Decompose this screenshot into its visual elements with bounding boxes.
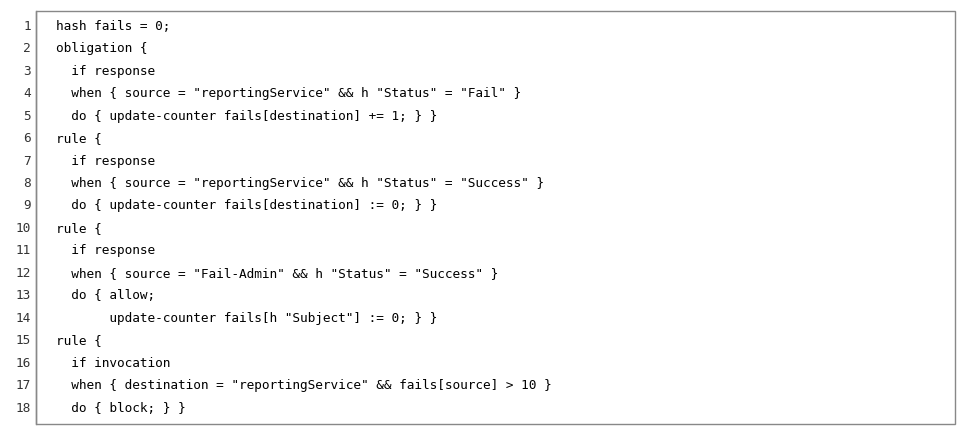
Text: 13: 13 (15, 289, 31, 302)
Text: hash fails = 0;: hash fails = 0; (56, 20, 170, 33)
Text: 16: 16 (15, 356, 31, 370)
Text: rule {: rule { (56, 132, 102, 145)
Text: 4: 4 (23, 87, 31, 100)
Text: 6: 6 (23, 132, 31, 145)
Text: 3: 3 (23, 64, 31, 78)
Text: do { update-counter fails[destination] += 1; } }: do { update-counter fails[destination] +… (56, 110, 437, 123)
Text: when { source = "reportingService" && h "Status" = "Success" }: when { source = "reportingService" && h … (56, 177, 543, 190)
Text: 18: 18 (15, 402, 31, 415)
Text: rule {: rule { (56, 222, 102, 235)
Text: when { destination = "reportingService" && fails[source] > 10 }: when { destination = "reportingService" … (56, 379, 551, 392)
Text: obligation {: obligation { (56, 42, 147, 55)
Text: do { allow;: do { allow; (56, 289, 155, 302)
Text: 14: 14 (15, 312, 31, 325)
Text: 15: 15 (15, 334, 31, 347)
Text: 1: 1 (23, 20, 31, 33)
Text: 2: 2 (23, 42, 31, 55)
Text: 9: 9 (23, 200, 31, 212)
Text: 11: 11 (15, 244, 31, 257)
Text: if invocation: if invocation (56, 356, 170, 370)
Text: when { source = "Fail-Admin" && h "Status" = "Success" }: when { source = "Fail-Admin" && h "Statu… (56, 267, 498, 280)
Text: 8: 8 (23, 177, 31, 190)
Text: if response: if response (56, 244, 155, 257)
Text: when { source = "reportingService" && h "Status" = "Fail" }: when { source = "reportingService" && h … (56, 87, 521, 100)
Text: do { block; } }: do { block; } } (56, 402, 185, 415)
Text: do { update-counter fails[destination] := 0; } }: do { update-counter fails[destination] :… (56, 200, 437, 212)
Text: 12: 12 (15, 267, 31, 280)
Text: if response: if response (56, 64, 155, 78)
Text: 17: 17 (15, 379, 31, 392)
Text: update-counter fails[h "Subject"] := 0; } }: update-counter fails[h "Subject"] := 0; … (56, 312, 437, 325)
Text: 10: 10 (15, 222, 31, 235)
Text: 5: 5 (23, 110, 31, 123)
Text: rule {: rule { (56, 334, 102, 347)
Text: if response: if response (56, 154, 155, 168)
Text: 7: 7 (23, 154, 31, 168)
